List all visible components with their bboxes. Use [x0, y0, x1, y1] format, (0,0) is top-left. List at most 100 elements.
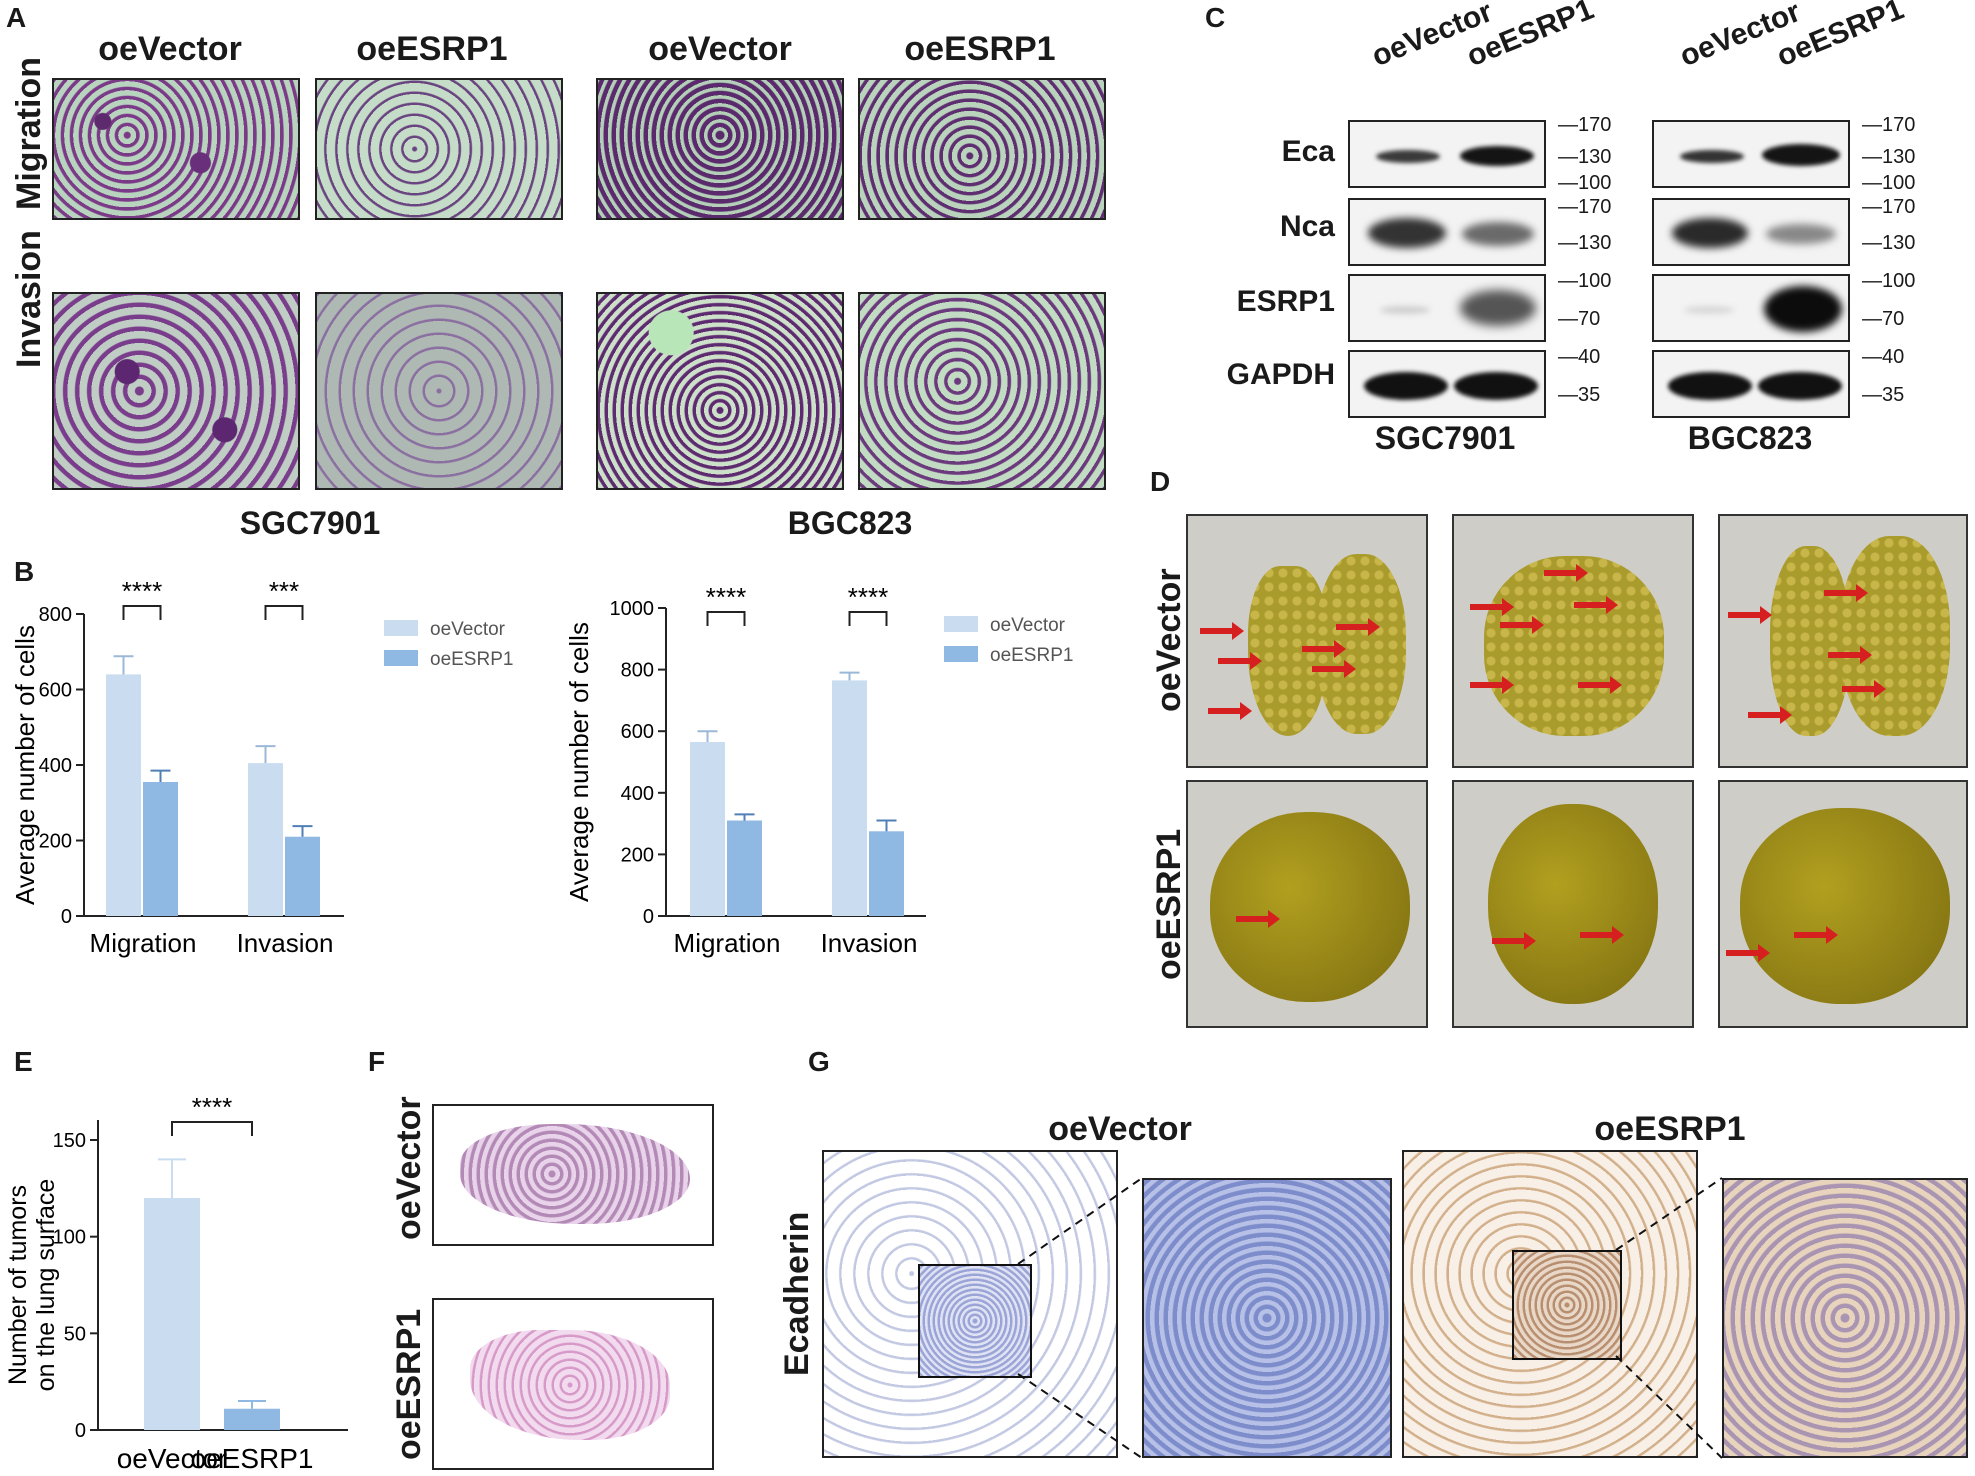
transwell-image: [52, 78, 300, 220]
panel-g-header-2: oeESRP1: [1594, 1110, 1746, 1148]
mw-marker: —170: [1862, 114, 1916, 136]
lung-photo: [1718, 780, 1968, 1028]
panel-c-cell-line-2: BGC823: [1687, 420, 1813, 456]
mw-marker: —130: [1558, 232, 1612, 254]
legend-swatch: [384, 620, 418, 636]
x-tick-label: Invasion: [821, 928, 918, 958]
y-tick-label: 0: [643, 906, 654, 928]
blot-gapdh-sgc7901: [1348, 350, 1546, 418]
blot-eca-bgc823: [1652, 120, 1850, 188]
mw-marker: —170: [1862, 196, 1916, 218]
lung-photo: [1452, 780, 1694, 1028]
bar: [869, 831, 904, 916]
bar: [144, 1198, 200, 1430]
panel-c-cell-line-1: SGC7901: [1374, 420, 1516, 456]
y-tick-label: 200: [621, 844, 654, 866]
transwell-image: [596, 78, 844, 220]
y-tick-label: 800: [621, 660, 654, 682]
significance-label: ****: [848, 582, 888, 612]
panel-label-g: G: [808, 1046, 830, 1077]
bar: [224, 1408, 280, 1430]
y-tick-label: 0: [61, 906, 72, 928]
protein-label-esrp1: ESRP1: [1236, 285, 1335, 318]
significance-bracket: [706, 611, 746, 626]
legend-label: oeESRP1: [990, 645, 1073, 666]
transwell-image: [596, 292, 844, 490]
blot-eca-sgc7901: [1348, 120, 1546, 188]
bar: [248, 763, 283, 916]
mw-marker: —100: [1558, 172, 1612, 194]
x-tick-label: oeVector: [117, 1443, 228, 1474]
y-axis-title: Average number of cells: [10, 625, 40, 905]
panel-label-e: E: [14, 1046, 33, 1077]
x-tick-label: Migration: [674, 928, 781, 958]
mw-marker: —70: [1558, 308, 1601, 330]
x-tick-label: Invasion: [237, 928, 334, 958]
y-axis-title: Average number of cells: [564, 622, 594, 902]
y-tick-label: 600: [621, 721, 654, 743]
blot-esrp1-sgc7901: [1348, 274, 1546, 342]
bar: [106, 674, 141, 916]
panel-f-row-oevector: oeVector: [390, 1096, 428, 1240]
legend-label: oeVector: [990, 615, 1066, 636]
y-tick-label: 600: [39, 680, 72, 702]
blot-gapdh-bgc823: [1652, 350, 1850, 418]
bar-chart-b-right: 0 200 400 600 800 1000 Average number of cells…: [564, 582, 1073, 958]
he-section-image: [432, 1104, 714, 1246]
transwell-image: [858, 78, 1106, 220]
mw-marker: —100: [1862, 172, 1916, 194]
significance-bracket: [264, 605, 304, 620]
blot-nca-sgc7901: [1348, 198, 1546, 266]
panel-g-header-1: oeVector: [1048, 1110, 1192, 1148]
mw-marker: —130: [1558, 146, 1612, 168]
y-tick-label: 150: [53, 1130, 86, 1152]
mw-marker: —40: [1558, 346, 1601, 368]
significance-label: ****: [706, 582, 746, 612]
y-tick-label: 400: [39, 755, 72, 777]
y-tick-label: 800: [39, 604, 72, 626]
y-axis-title: Number of tumors: [4, 1185, 32, 1385]
panel-a-header-2: oeESRP1: [356, 30, 508, 68]
panel-label-a: A: [6, 2, 27, 33]
lung-photo: [1186, 780, 1428, 1028]
panel-d-row-oeesrp1: oeESRP1: [1150, 828, 1188, 980]
bar: [727, 820, 762, 916]
panel-label-d: D: [1150, 466, 1171, 497]
protein-label-gapdh: GAPDH: [1226, 358, 1335, 391]
transwell-image: [52, 292, 300, 490]
transwell-image: [315, 78, 563, 220]
significance-bracket: [848, 611, 888, 626]
mw-marker: —170: [1558, 196, 1612, 218]
panel-f-row-oeesrp1: oeESRP1: [390, 1308, 428, 1460]
mw-marker: —130: [1862, 232, 1916, 254]
mw-marker: —170: [1558, 114, 1612, 136]
bar: [285, 836, 320, 916]
lung-photo: [1452, 514, 1694, 768]
bar: [690, 741, 725, 916]
mw-marker: —100: [1558, 270, 1612, 292]
y-tick-label: 100: [53, 1227, 86, 1249]
legend-swatch: [384, 650, 418, 666]
mw-marker: —130: [1862, 146, 1916, 168]
panel-a-header-4: oeESRP1: [904, 30, 1056, 68]
x-tick-label: Migration: [90, 928, 197, 958]
protein-label-nca: Nca: [1279, 210, 1335, 243]
significance-label: ***: [269, 576, 299, 606]
lung-photo: [1186, 514, 1428, 768]
panel-label-b: B: [14, 556, 35, 587]
panel-a-header-1: oeVector: [98, 30, 242, 68]
ihc-image: [822, 1150, 1118, 1458]
legend-label: oeVector: [430, 619, 506, 640]
blot-nca-bgc823: [1652, 198, 1850, 266]
mw-marker: —35: [1862, 384, 1905, 406]
y-tick-label: 200: [39, 831, 72, 853]
significance-label: ****: [122, 576, 162, 606]
y-tick-label: 0: [75, 1420, 86, 1442]
panel-a-row-invasion: Invasion: [10, 230, 48, 368]
bar: [143, 781, 178, 916]
transwell-image: [315, 292, 563, 490]
panel-d-row-oevector: oeVector: [1150, 568, 1188, 712]
legend-label: oeESRP1: [430, 649, 513, 670]
legend-swatch: [944, 646, 978, 662]
